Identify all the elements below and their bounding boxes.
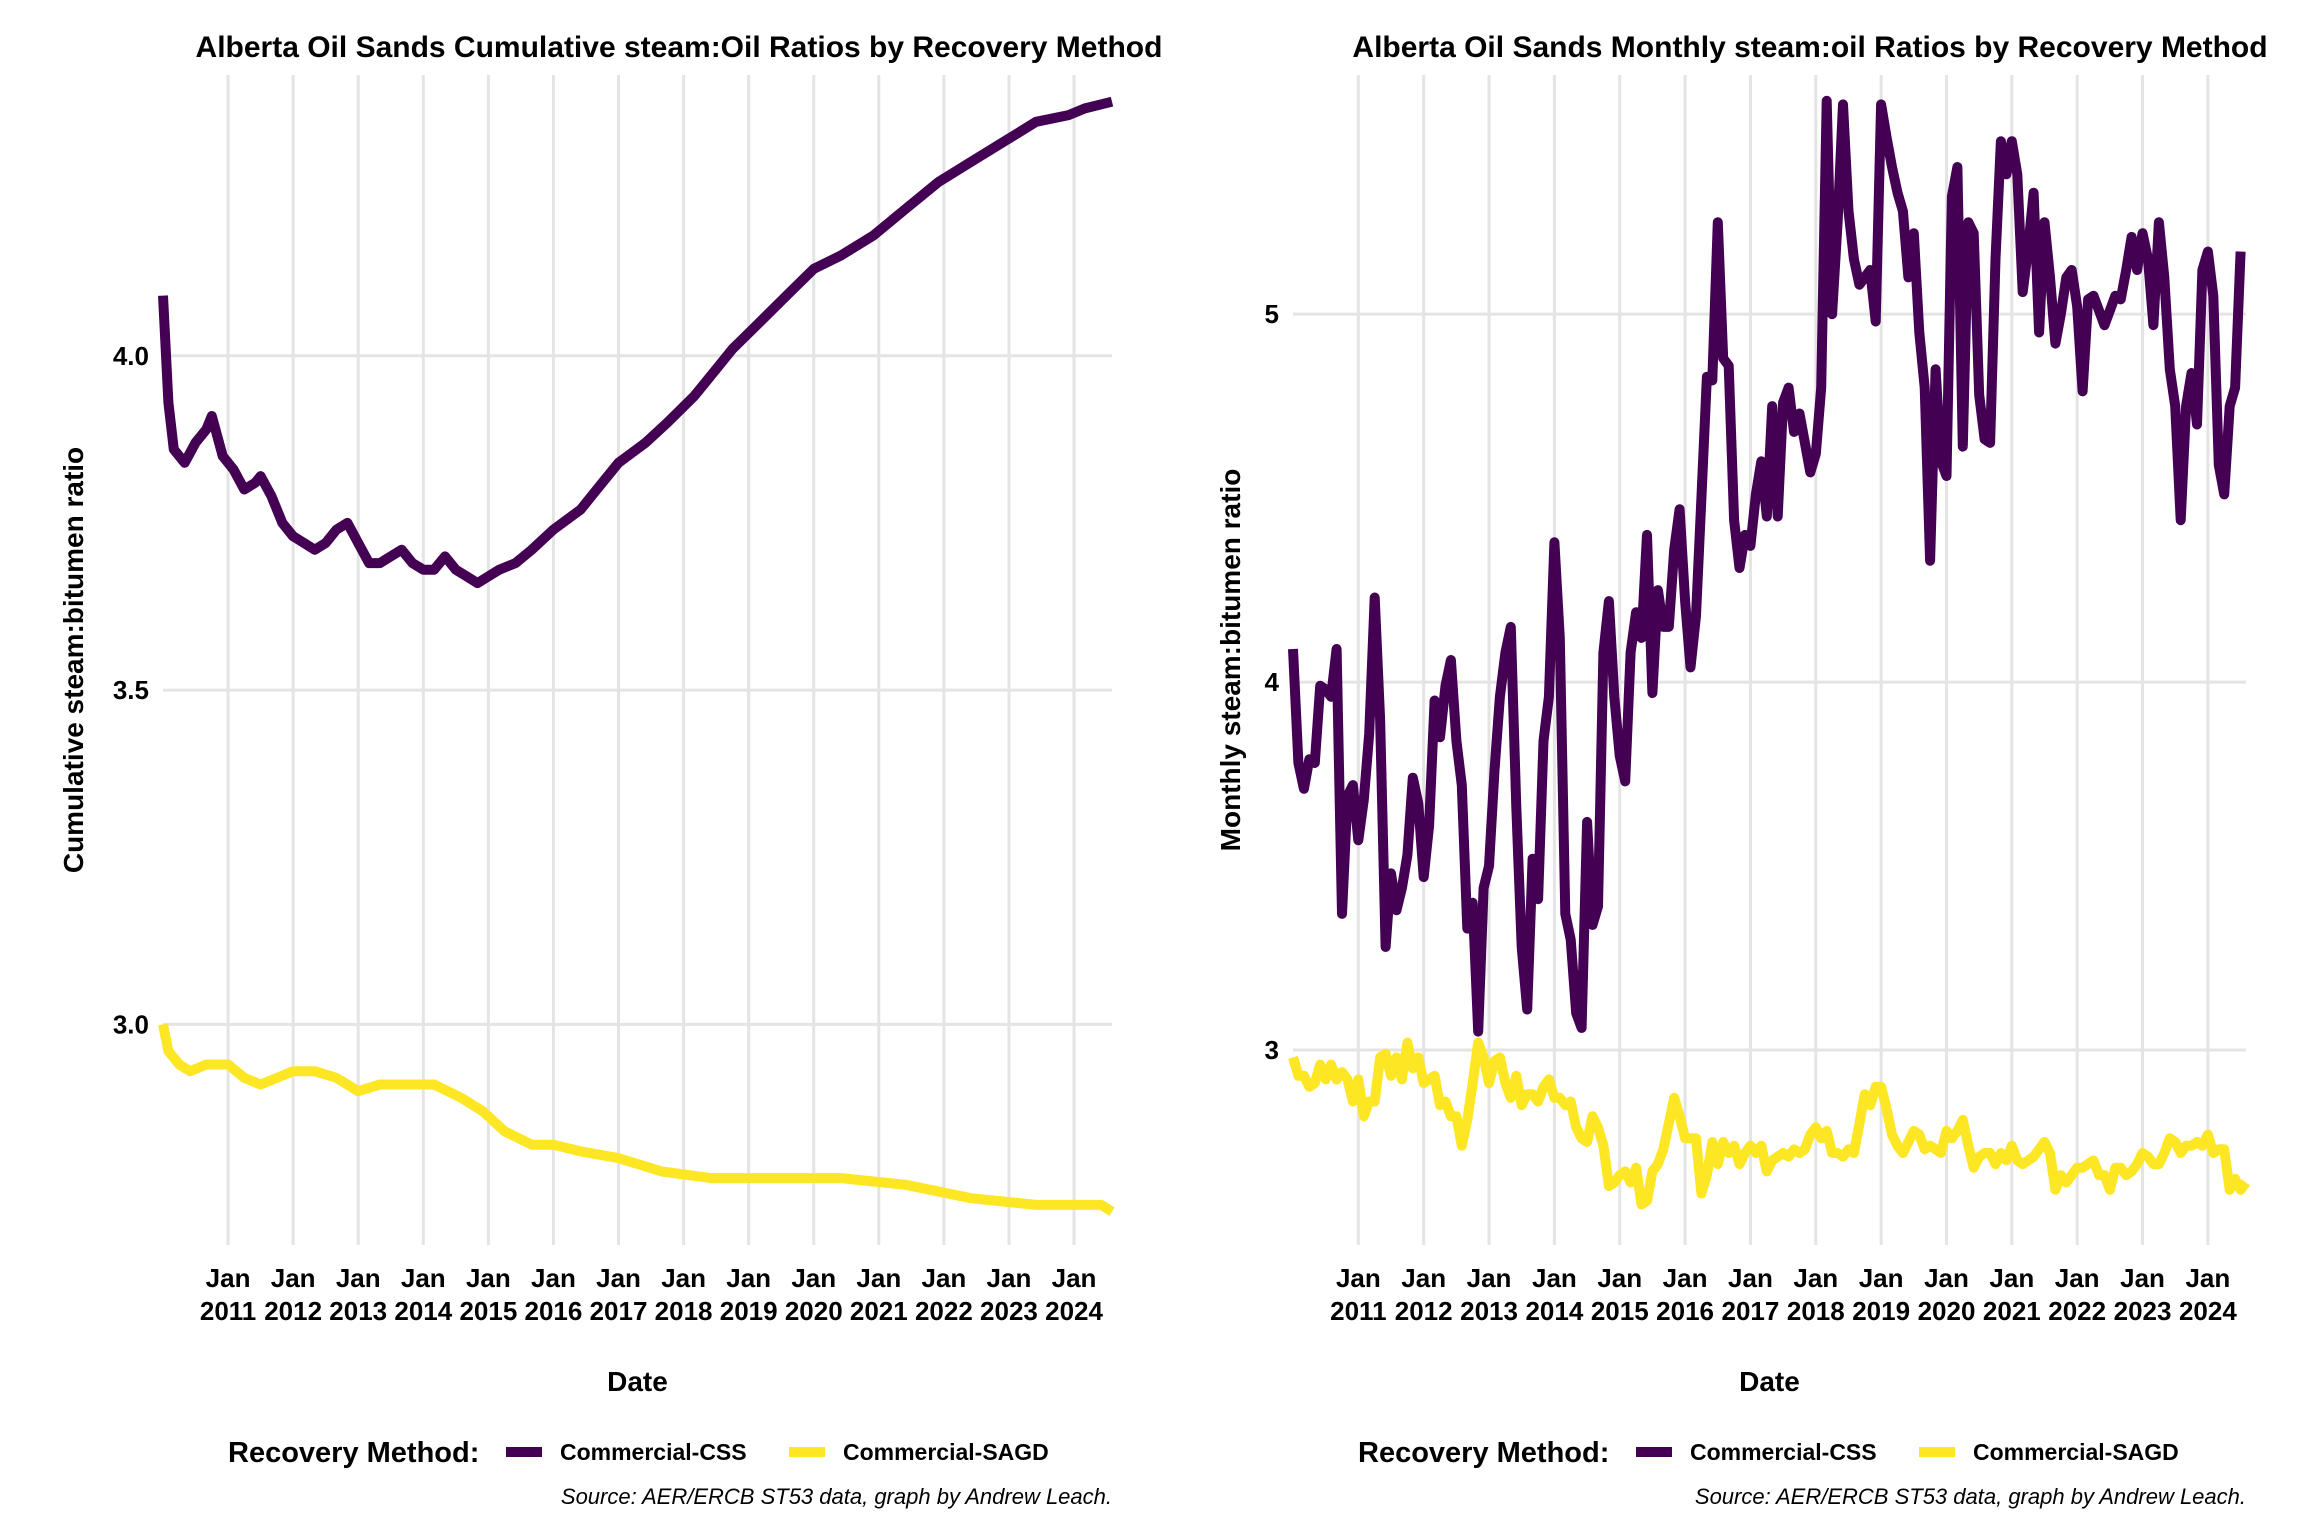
y-axis-title: Cumulative steam:bitumen ratio: [58, 447, 89, 873]
x-tick-label-year: 2012: [264, 1296, 322, 1326]
x-tick-label-month: Jan: [726, 1263, 771, 1293]
x-axis-title: Date: [1739, 1366, 1800, 1397]
source-caption: Source: AER/ERCB ST53 data, graph by And…: [1695, 1484, 2246, 1509]
x-tick-label-month: Jan: [1052, 1263, 1097, 1293]
x-tick-label-year: 2017: [1722, 1296, 1780, 1326]
x-tick-label-month: Jan: [596, 1263, 641, 1293]
x-tick-label-year: 2020: [1918, 1296, 1976, 1326]
y-tick-label: 3: [1265, 1035, 1279, 1065]
chart-title: Alberta Oil Sands Cumulative steam:Oil R…: [196, 31, 1163, 64]
y-tick-label: 4: [1265, 667, 1280, 697]
x-tick-label-year: 2018: [1787, 1296, 1845, 1326]
x-tick-label-month: Jan: [921, 1263, 966, 1293]
x-tick-label-year: 2015: [459, 1296, 517, 1326]
x-tick-label-month: Jan: [401, 1263, 446, 1293]
x-tick-label-year: 2021: [1983, 1296, 2041, 1326]
x-tick-label-year: 2022: [2048, 1296, 2106, 1326]
chart-title: Alberta Oil Sands Monthly steam:oil Rati…: [1352, 31, 2267, 64]
x-tick-label-month: Jan: [1793, 1263, 1838, 1293]
y-tick-label: 5: [1265, 299, 1279, 329]
x-tick-label-year: 2011: [200, 1296, 256, 1326]
y-tick-label: 3.5: [113, 675, 149, 705]
x-tick-label-month: Jan: [466, 1263, 511, 1293]
x-tick-label-month: Jan: [987, 1263, 1032, 1293]
x-tick-label-month: Jan: [1336, 1263, 1381, 1293]
x-tick-label-month: Jan: [1989, 1263, 2034, 1293]
y-tick-label: 4.0: [113, 341, 149, 371]
x-tick-label-month: Jan: [206, 1263, 251, 1293]
x-tick-label-year: 2017: [590, 1296, 648, 1326]
legend: Recovery Method: Commercial-CSS Commercial…: [228, 1437, 1049, 1469]
x-tick-label-month: Jan: [1924, 1263, 1969, 1293]
x-tick-label-year: 2024: [1045, 1296, 1103, 1326]
x-tick-label-month: Jan: [1663, 1263, 1708, 1293]
x-tick-label-month: Jan: [1859, 1263, 1904, 1293]
chart-panel-1: 3.03.54.0Jan2011Jan2012Jan2013Jan2014Jan…: [58, 31, 1162, 1509]
legend-label: Commercial-CSS: [1690, 1439, 1877, 1465]
x-tick-label-month: Jan: [1467, 1263, 1512, 1293]
legend-title: Recovery Method:: [228, 1437, 479, 1469]
x-tick-label-year: 2019: [1852, 1296, 1910, 1326]
series-line-commercial-css: [158, 96, 1114, 589]
x-tick-label-month: Jan: [856, 1263, 901, 1293]
x-tick-label-year: 2012: [1395, 1296, 1453, 1326]
legend-label: Commercial-CSS: [560, 1439, 747, 1465]
x-tick-label-month: Jan: [2055, 1263, 2100, 1293]
x-tick-label-year: 2018: [655, 1296, 713, 1326]
legend-title: Recovery Method:: [1358, 1437, 1609, 1469]
x-tick-label-year: 2020: [785, 1296, 843, 1326]
x-tick-label-year: 2022: [915, 1296, 973, 1326]
x-tick-label-month: Jan: [271, 1263, 316, 1293]
legend-label: Commercial-SAGD: [843, 1439, 1049, 1465]
x-tick-label-month: Jan: [1401, 1263, 1446, 1293]
x-tick-label-month: Jan: [2120, 1263, 2165, 1293]
legend: Recovery Method: Commercial-CSS Commercial…: [1358, 1437, 2179, 1469]
y-axis-title: Monthly steam:bitumen ratio: [1215, 469, 1246, 852]
x-tick-label-month: Jan: [791, 1263, 836, 1293]
x-axis-title: Date: [607, 1366, 668, 1397]
x-tick-label-month: Jan: [1532, 1263, 1577, 1293]
series-line-commercial-sagd: [1288, 1037, 2251, 1210]
x-tick-label-year: 2013: [1460, 1296, 1518, 1326]
legend-label: Commercial-SAGD: [1973, 1439, 2179, 1465]
x-tick-label-year: 2016: [525, 1296, 583, 1326]
x-tick-label-year: 2011: [1330, 1296, 1386, 1326]
gridlines: [1293, 75, 2246, 1245]
x-tick-label-year: 2023: [980, 1296, 1038, 1326]
x-tick-label-month: Jan: [2185, 1263, 2230, 1293]
x-tick-label-month: Jan: [336, 1263, 381, 1293]
x-tick-label-year: 2024: [2179, 1296, 2237, 1326]
x-tick-label-year: 2013: [329, 1296, 387, 1326]
x-tick-label-month: Jan: [1597, 1263, 1642, 1293]
y-tick-label: 3.0: [113, 1009, 149, 1039]
x-tick-label-month: Jan: [1728, 1263, 1773, 1293]
series-line-commercial-css: [1288, 95, 2246, 1037]
chart-panel-2: 345Jan2011Jan2012Jan2013Jan2014Jan2015Ja…: [1215, 31, 2268, 1509]
series-line-commercial-sagd: [158, 1023, 1115, 1216]
x-tick-label-month: Jan: [661, 1263, 706, 1293]
x-tick-label-year: 2014: [1525, 1296, 1583, 1326]
x-tick-label-year: 2021: [850, 1296, 908, 1326]
x-tick-label-year: 2023: [2114, 1296, 2172, 1326]
gridlines: [163, 75, 1112, 1245]
x-tick-label-year: 2015: [1591, 1296, 1649, 1326]
x-tick-label-year: 2019: [720, 1296, 778, 1326]
x-tick-label-year: 2014: [394, 1296, 452, 1326]
x-tick-label-month: Jan: [531, 1263, 576, 1293]
source-caption: Source: AER/ERCB ST53 data, graph by And…: [561, 1484, 1112, 1509]
x-tick-label-year: 2016: [1656, 1296, 1714, 1326]
